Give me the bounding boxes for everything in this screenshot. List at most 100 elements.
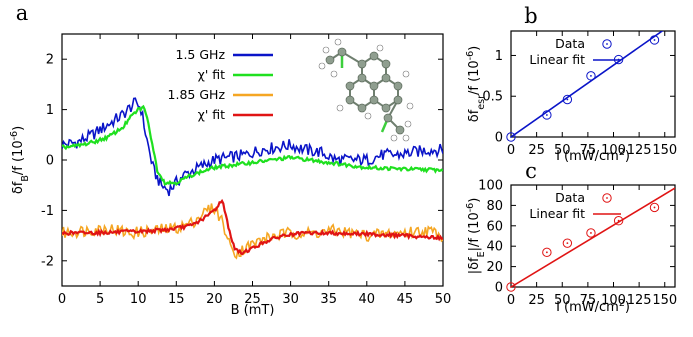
y-tick-label: 1: [495, 49, 503, 64]
data-point: [649, 202, 660, 213]
data-point-center: [510, 136, 512, 138]
x-tick-label: 150: [652, 293, 677, 308]
legend-marker: [602, 39, 612, 49]
series-line: [62, 97, 443, 197]
data-point: [506, 132, 516, 142]
data-point-center: [590, 232, 592, 234]
x-tick-label: 40: [359, 292, 376, 307]
series-line: [62, 104, 443, 187]
x-tick-label: 25: [528, 293, 545, 308]
y-axis-label: |δfE|/f (10-6): [465, 198, 487, 275]
legend-label: Data: [555, 36, 585, 51]
legend-marker: [602, 193, 612, 203]
plot-frame: [510, 184, 676, 288]
legend-label: 1.85 GHz: [168, 87, 226, 102]
label-part: I (mW/cm: [556, 300, 619, 315]
x-axis-label: I (mW/cm2): [556, 147, 630, 165]
label-part: B: [20, 175, 31, 182]
data-point-center: [510, 286, 512, 288]
label-part: esr: [476, 95, 487, 110]
y-tick-label: 40: [486, 240, 503, 255]
y-tick-label: 0: [495, 281, 503, 296]
x-tick-label: 50: [554, 143, 571, 158]
label-part: ): [467, 46, 482, 51]
label-part: ): [625, 149, 630, 164]
x-tick-label: 75: [580, 143, 597, 158]
y-tick-label: 1: [46, 103, 54, 118]
data-point-center: [545, 251, 548, 254]
data-point-center: [545, 114, 548, 116]
label-part: |δf: [467, 257, 482, 274]
legend-marker-center: [606, 197, 608, 199]
legend-label: χ' fit: [198, 67, 226, 82]
y-tick-label: 0.5: [482, 90, 503, 105]
data-point-center: [590, 74, 592, 77]
label-part: B (mT): [231, 303, 275, 318]
legend-label: χ' fit: [198, 107, 226, 122]
x-tick-label: 20: [206, 292, 223, 307]
y-tick-label: 80: [486, 199, 503, 214]
legend-label: Linear fit: [529, 52, 585, 67]
y-tick-label: 0: [495, 131, 503, 146]
y-axis-label: δfB/f (10-6): [9, 126, 31, 194]
plot-area: [511, 187, 675, 287]
label-part: /f (10: [11, 140, 26, 175]
x-tick-label: 10: [130, 292, 147, 307]
y-tick-label: 2: [46, 53, 54, 68]
label-part: ): [625, 300, 630, 315]
x-tick-label: 0: [507, 143, 515, 158]
label-part: 2: [619, 147, 625, 158]
panel-label: c: [525, 159, 537, 183]
plot-frame: [510, 30, 676, 138]
label-part: |/f (10: [467, 212, 482, 251]
legend-label: 1.5 GHz: [176, 47, 226, 62]
data-point: [649, 35, 660, 45]
x-tick-label: 25: [244, 292, 261, 307]
x-tick-label: 125: [627, 293, 652, 308]
y-tick-label: 60: [486, 219, 503, 234]
x-tick-label: 50: [554, 293, 571, 308]
x-tick-label: 125: [627, 143, 652, 158]
data-point-center: [617, 219, 620, 222]
x-tick-label: 100: [601, 143, 626, 158]
label-part: E: [476, 251, 487, 257]
legend-marker-center: [606, 43, 608, 45]
y-tick-label: -1: [41, 204, 54, 219]
data-point-center: [653, 206, 656, 209]
panel-a: 0 5 10 15 20 25 30 35 40 45 50 -2 -1 0 1 2 B (mT) δfB/f (…: [9, 1, 452, 318]
x-tick-label: 100: [601, 293, 626, 308]
data-point: [562, 94, 573, 105]
label-part: -6: [9, 131, 20, 140]
label-part: I (mW/cm: [556, 149, 619, 164]
data-point-center: [566, 242, 569, 245]
data-point-center: [566, 98, 569, 101]
x-tick-label: 50: [435, 292, 452, 307]
panel-label: a: [16, 1, 29, 25]
x-tick-label: 15: [168, 292, 185, 307]
legend-label: Linear fit: [529, 206, 585, 221]
y-tick-label: -2: [41, 254, 54, 269]
x-tick-label: 5: [96, 292, 104, 307]
x-tick-label: 75: [580, 293, 597, 308]
y-tick-label: 100: [478, 179, 503, 194]
label-part: -6: [465, 51, 476, 60]
label-part: /f (10: [467, 60, 482, 95]
data-point: [586, 71, 596, 81]
label-part: -6: [465, 203, 476, 212]
panel-label: b: [524, 4, 537, 28]
legend-label: Data: [555, 190, 585, 205]
series-line: [62, 198, 443, 256]
label-part: δf: [467, 109, 482, 122]
x-tick-label: 35: [320, 292, 337, 307]
x-tick-label: 0: [58, 292, 66, 307]
x-tick-label: 25: [528, 143, 545, 158]
x-axis-label: B (mT): [231, 303, 275, 318]
y-axis-label: δfesr/f (10-6): [465, 46, 487, 123]
label-part: 2: [619, 298, 625, 309]
label-part: ): [11, 126, 26, 131]
data-point: [542, 247, 552, 258]
data-point: [562, 238, 573, 248]
